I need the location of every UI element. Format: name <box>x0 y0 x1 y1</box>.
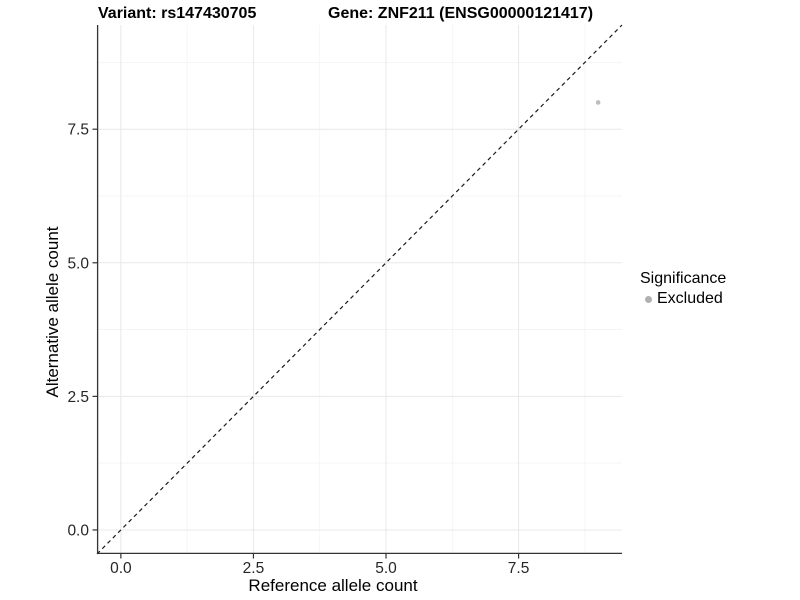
y-tick-label: 5.0 <box>67 255 89 272</box>
y-tick-label: 0.0 <box>67 522 89 539</box>
legend-title: Significance <box>640 270 727 287</box>
y-tick-label: 7.5 <box>67 122 89 139</box>
legend-point-icon <box>644 295 652 303</box>
x-tick-label: 2.5 <box>243 560 265 577</box>
legend-item: Excluded <box>640 289 726 309</box>
y-axis-title: Alternative allele count <box>43 226 62 398</box>
plot-area: 0.0 2.5 5.0 7.5 0.0 2.5 5.0 7.5 <box>67 24 623 577</box>
gene-title: Gene: ZNF211 (ENSG00000121417) <box>328 5 594 22</box>
variant-title: Variant: rs147430705 <box>98 5 257 22</box>
x-tick-label: 7.5 <box>508 560 530 577</box>
x-axis-title: Reference allele count <box>248 576 418 595</box>
data-point <box>595 100 601 105</box>
x-tick-label: 0.0 <box>110 560 132 577</box>
y-tick-label: 2.5 <box>67 389 89 406</box>
legend-item-label: Excluded <box>657 290 723 307</box>
legend: Significance Excluded <box>640 269 726 309</box>
identity-line <box>96 24 623 555</box>
x-tick-label: 5.0 <box>375 560 397 577</box>
legend-key <box>640 291 656 307</box>
